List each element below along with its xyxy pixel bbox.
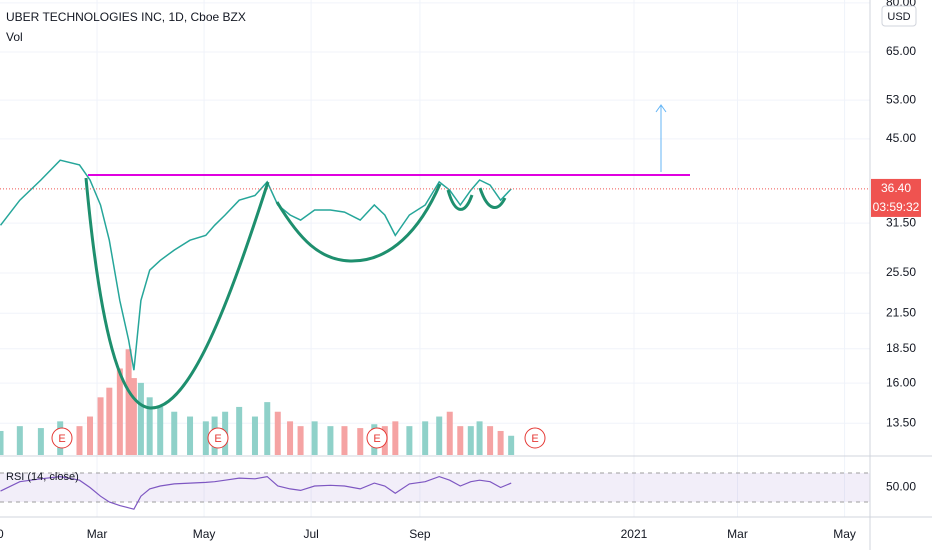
volume-bar	[76, 426, 83, 455]
rsi-legend: RSI (14, close)	[6, 471, 79, 483]
x-tick-label: Sep	[409, 527, 431, 541]
volume-legend: Vol	[6, 30, 23, 44]
chart-title: UBER TECHNOLOGIES INC, 1D, Cboe BZX	[6, 10, 246, 24]
volume-bar	[125, 349, 132, 455]
earnings-label: E	[373, 433, 380, 445]
rsi-line	[0, 475, 512, 510]
volume-bar	[436, 416, 443, 455]
y-tick-label: 25.50	[886, 265, 916, 279]
grid	[0, 0, 870, 517]
target-arrow-head	[655, 104, 667, 113]
y-tick-label: 13.50	[886, 415, 916, 429]
volume-bar	[287, 421, 294, 455]
volume-bar	[357, 428, 364, 455]
handle-drawing	[446, 189, 474, 211]
rsi-pane	[0, 472, 870, 510]
earnings-markers: E E E E	[51, 427, 546, 449]
y-tick-label: 21.50	[886, 305, 916, 319]
volume-bar	[116, 368, 123, 455]
volume-bar	[297, 426, 304, 455]
volume-bar	[476, 421, 483, 455]
earnings-marker	[524, 427, 546, 449]
y-tick-label: 45.00	[886, 131, 916, 145]
cup-drawing	[84, 177, 270, 410]
x-tick-label: Mar	[727, 527, 748, 541]
last-price-box	[871, 178, 921, 217]
volume-bar	[457, 426, 464, 455]
volume-bar	[341, 426, 348, 455]
handle-drawing	[478, 187, 507, 209]
volume-bar	[422, 421, 429, 455]
volume-bar	[446, 411, 453, 455]
y-tick-label: 53.00	[886, 92, 916, 106]
volume-bar	[16, 426, 23, 455]
countdown-label: 03:59:32	[873, 200, 920, 214]
earnings-label: E	[531, 433, 538, 445]
earnings-label: E	[58, 433, 65, 445]
x-tick-label: 2021	[621, 527, 648, 541]
price	[0, 159, 870, 371]
volume-bar	[467, 426, 474, 455]
volume-bar	[106, 387, 113, 455]
earnings-label: E	[214, 433, 221, 445]
volume-bar	[0, 430, 4, 455]
volume-bar	[187, 416, 194, 455]
volume-bar	[487, 426, 494, 455]
volume-bar	[264, 402, 271, 455]
axes: 80.00 65.00 53.00 45.00 31.50 25.50 21.50 18.50…	[0, 0, 921, 541]
currency-button[interactable]	[881, 5, 917, 27]
y-tick-label: 31.50	[886, 215, 916, 229]
x-tick-label: May	[193, 527, 216, 541]
volume-bar	[137, 382, 144, 455]
last-price-label: 36.40	[881, 181, 911, 195]
cup-drawing	[275, 183, 442, 263]
y-tick-label: 65.00	[886, 44, 916, 58]
earnings-marker	[366, 427, 388, 449]
x-tick-label: May	[833, 527, 856, 541]
volume-bar	[274, 411, 281, 455]
volume-bar	[311, 421, 318, 455]
y-tick-label: 80.00	[886, 0, 916, 9]
volume-bar	[251, 416, 258, 455]
x-tick-label: Jul	[303, 527, 318, 541]
x-tick-label: Mar	[87, 527, 108, 541]
volume-bar	[497, 430, 504, 455]
rsi-band	[0, 472, 870, 502]
y-tick-label: 18.50	[886, 341, 916, 355]
earnings-marker	[51, 427, 73, 449]
volume-bar	[406, 426, 413, 455]
rsi-tick-label: 50.00	[886, 480, 916, 494]
volume-bar	[146, 397, 153, 455]
volume-bar	[236, 406, 243, 455]
currency-label[interactable]: USD	[887, 11, 910, 23]
volume-bar	[202, 421, 209, 455]
earnings-marker	[207, 427, 229, 449]
x-tick-label: 20	[0, 527, 4, 541]
y-tick-label: 16.00	[886, 375, 916, 389]
volume-bar	[37, 428, 44, 455]
volume-bar	[392, 421, 399, 455]
volume-bar	[130, 378, 137, 455]
volume-bar	[87, 416, 94, 455]
volume-bar	[97, 397, 104, 455]
volume-bar	[171, 411, 178, 455]
volume-bar	[157, 406, 164, 455]
volume-bar	[508, 435, 515, 455]
volume-bar	[327, 426, 334, 455]
